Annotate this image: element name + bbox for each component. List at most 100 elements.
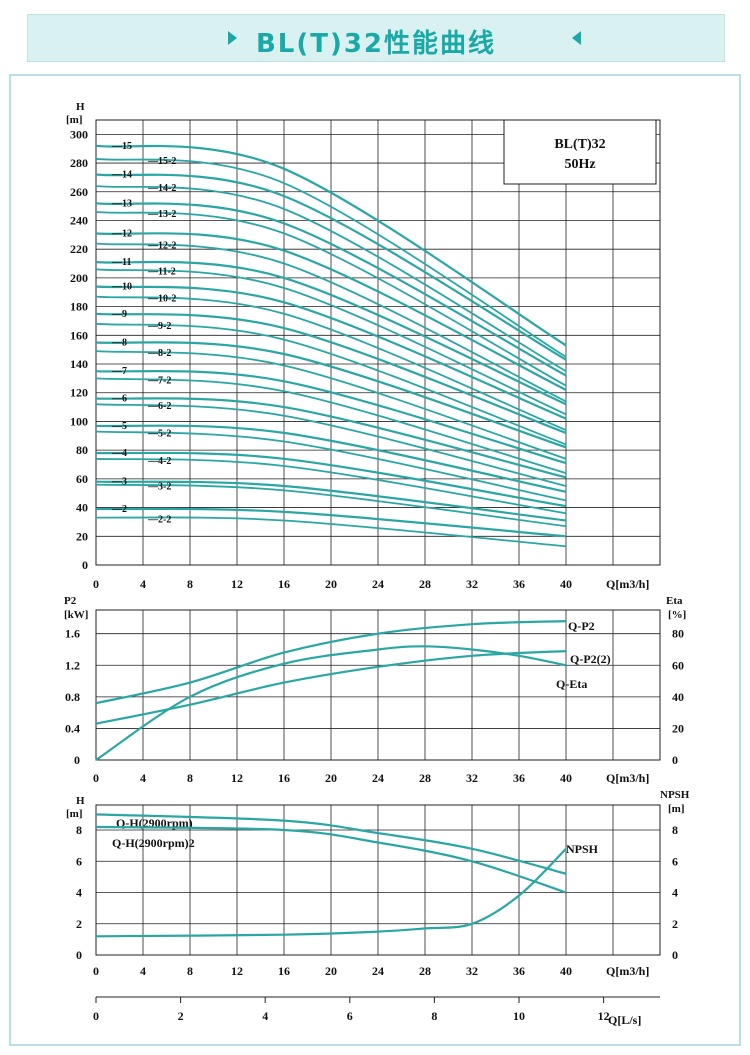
stage-label: —3 — [111, 477, 127, 488]
head-curve-10-2 — [95, 295, 567, 431]
x-tick-label: 16 — [278, 771, 290, 785]
stage-label: —4 — [111, 448, 127, 459]
y-tick-label: 200 — [70, 271, 88, 285]
y2-axis-unit: [%] — [668, 609, 686, 621]
x-tick-label: 8 — [187, 964, 193, 978]
head-curve-4-2 — [95, 457, 567, 515]
y-axis-unit: [m] — [66, 808, 83, 820]
head-curve-2-2 — [95, 516, 567, 548]
y-tick-label: 140 — [70, 357, 88, 371]
series-label: Q-P2 — [568, 619, 595, 633]
x-tick-label: 4 — [140, 771, 146, 785]
stage-label: —10 — [111, 282, 132, 293]
lps-tick-label: 10 — [513, 1009, 525, 1023]
y-tick-label: 120 — [70, 386, 88, 400]
y2-tick-label: 80 — [672, 627, 684, 641]
stage-label: —5 — [111, 421, 127, 432]
y2-tick-label: 40 — [672, 690, 684, 704]
stage-label-2: —9-2 — [147, 321, 171, 332]
y-tick-label: 0.4 — [65, 721, 80, 735]
x-tick-label: 24 — [372, 577, 384, 591]
triangle-left-icon — [572, 31, 581, 45]
y2-axis-unit: [m] — [668, 803, 685, 815]
y2-tick-label: 6 — [672, 854, 678, 868]
lps-axis-label: Q[L/s] — [608, 1013, 641, 1027]
stage-label-2: —11-2 — [147, 266, 176, 277]
x-axis-label: Q[m3/h] — [606, 964, 649, 978]
x-tick-label: 0 — [93, 964, 99, 978]
x-tick-label: 4 — [140, 964, 146, 978]
head-curve-9-2 — [95, 322, 567, 446]
head-curve-12-2 — [95, 242, 567, 403]
y2-axis-label: Eta — [666, 595, 683, 607]
head-curve-13-2 — [95, 211, 567, 387]
y-tick-label: 260 — [70, 185, 88, 199]
y-axis-label: P2 — [64, 595, 77, 607]
y-tick-label: 80 — [76, 443, 88, 457]
stage-label: —2 — [111, 504, 127, 515]
y2-tick-label: 60 — [672, 658, 684, 672]
head-curve-14 — [95, 173, 567, 361]
stage-label: —7 — [111, 366, 127, 377]
y-tick-label: 8 — [76, 823, 82, 837]
x-tick-label: 20 — [325, 577, 337, 591]
x-tick-label: 0 — [93, 771, 99, 785]
y-tick-label: 0 — [74, 753, 80, 767]
y-tick-label: 4 — [76, 886, 82, 900]
head-curve-14-2 — [95, 185, 567, 372]
head-curve-15 — [95, 144, 567, 347]
stage-label-2: —8-2 — [147, 348, 171, 359]
y-tick-label: 0.8 — [65, 690, 80, 704]
power-curve-Q-P2(2) — [95, 650, 567, 725]
x-tick-label: 8 — [187, 771, 193, 785]
title-banner: BL(T)32性能曲线 — [27, 14, 725, 62]
stage-label-2: —10-2 — [147, 294, 176, 305]
y-axis-unit: [m] — [66, 114, 83, 126]
y2-tick-label: 0 — [672, 948, 678, 962]
x-tick-label: 12 — [231, 964, 243, 978]
stage-label-2: —14-2 — [147, 183, 176, 194]
head-curve-7 — [95, 369, 567, 465]
y2-axis-label: NPSH — [660, 789, 690, 801]
lps-tick-label: 8 — [431, 1009, 437, 1023]
y-axis-label: H — [76, 795, 85, 807]
head-curve-3-2 — [95, 483, 567, 528]
lps-tick-label: 6 — [347, 1009, 353, 1023]
stage-label: —13 — [111, 198, 132, 209]
y-tick-label: 1.2 — [65, 658, 80, 672]
x-tick-label: 20 — [325, 771, 337, 785]
head-curve-8 — [95, 341, 567, 449]
x-tick-label: 12 — [231, 577, 243, 591]
head-curve-2 — [95, 507, 567, 538]
stage-label: —6 — [111, 393, 127, 404]
power-curve-Q-P2 — [95, 620, 567, 705]
x-tick-label: 16 — [278, 964, 290, 978]
y-tick-label: 60 — [76, 472, 88, 486]
stage-label-2: —13-2 — [147, 209, 176, 220]
legend-box — [503, 119, 657, 185]
head-curve-6 — [95, 397, 567, 479]
y2-tick-label: 4 — [672, 886, 678, 900]
x-axis-label: Q[m3/h] — [606, 771, 649, 785]
stage-label-2: —4-2 — [147, 456, 171, 467]
lps-tick-label: 0 — [93, 1009, 99, 1023]
head-curve-3 — [95, 480, 567, 522]
legend-frequency: 50Hz — [564, 157, 595, 172]
power-curve-Q-Eta — [95, 645, 567, 761]
head-curve-12 — [95, 232, 567, 391]
x-tick-label: 40 — [560, 771, 572, 785]
y-tick-label: 100 — [70, 414, 88, 428]
stage-label: —11 — [111, 257, 131, 268]
x-tick-label: 4 — [140, 577, 146, 591]
x-tick-label: 28 — [419, 964, 431, 978]
head-curve-11 — [95, 260, 567, 406]
stage-label: —15 — [111, 141, 132, 152]
triangle-right-icon — [228, 31, 237, 45]
x-tick-label: 28 — [419, 577, 431, 591]
x-tick-label: 8 — [187, 577, 193, 591]
y-tick-label: 220 — [70, 242, 88, 256]
head-curve-5 — [95, 424, 567, 493]
x-tick-label: 32 — [466, 964, 478, 978]
y2-tick-label: 20 — [672, 721, 684, 735]
